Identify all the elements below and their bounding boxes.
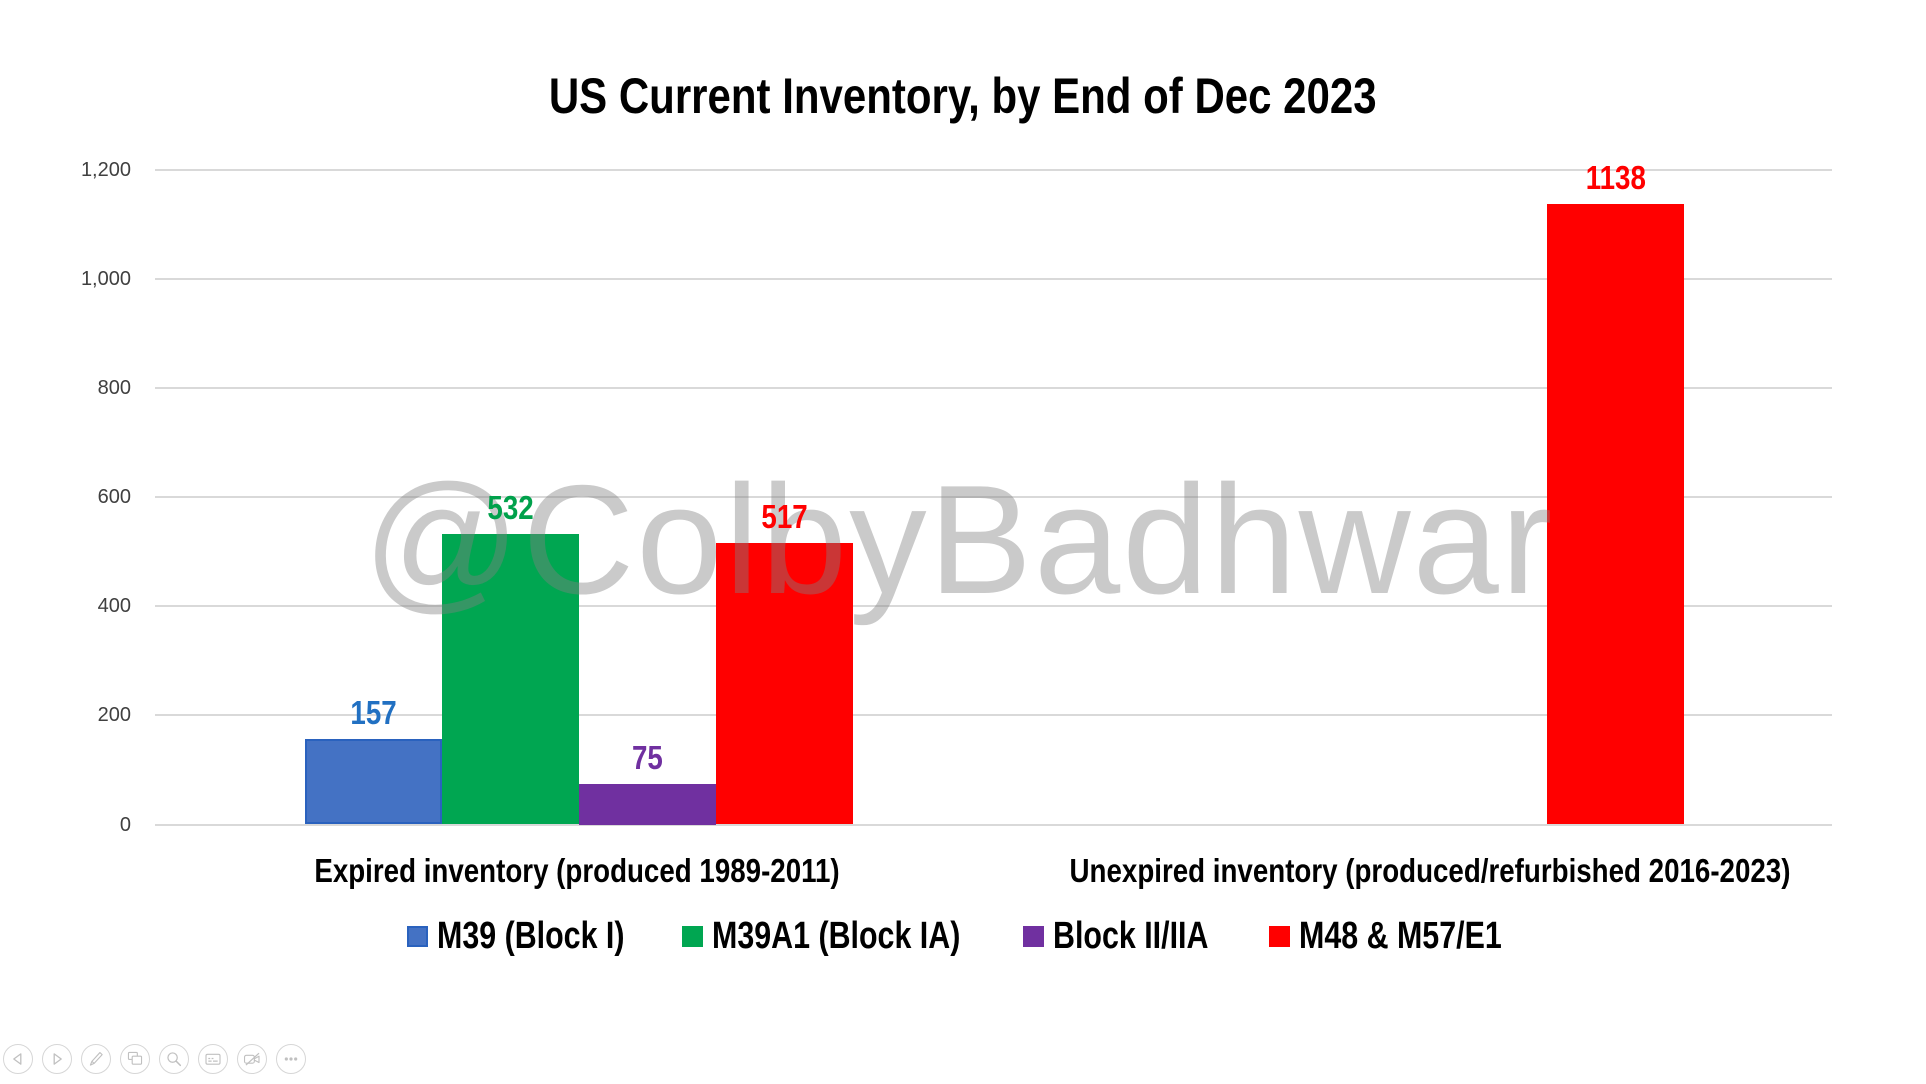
value-label-text: 532 xyxy=(487,489,534,527)
legend-item-m39a1-block-ia-: M39A1 (Block IA) xyxy=(682,916,1022,956)
value-label-532: 532 xyxy=(442,490,579,526)
previous-slide-button[interactable] xyxy=(3,1044,33,1074)
gridline-200 xyxy=(155,714,1832,717)
y-axis-tick-label-0: 0 xyxy=(119,813,131,836)
y-axis-tick-label-800: 800 xyxy=(97,377,131,400)
legend-label-text: Block II/IIA xyxy=(1053,915,1209,957)
gridline-600 xyxy=(155,496,1832,499)
category-label-text: Unexpired inventory (produced/refurbishe… xyxy=(1069,852,1791,889)
camera-off-button[interactable] xyxy=(237,1044,267,1074)
category-label-2: Unexpired inventory (produced/refurbishe… xyxy=(1001,852,1859,890)
value-label-157: 157 xyxy=(305,693,442,731)
value-label-text: 1138 xyxy=(1585,158,1646,196)
legend-label-text: M39A1 (Block IA) xyxy=(712,915,961,957)
see-all-slides-icon xyxy=(127,1051,143,1065)
legend-swatch xyxy=(1023,925,1044,947)
value-label-517: 517 xyxy=(716,497,853,535)
pen-icon xyxy=(89,1052,103,1066)
bar-block-ii-iia-cat1 xyxy=(579,783,716,825)
pen-button[interactable] xyxy=(81,1044,111,1074)
legend-item-m39-block-i-: M39 (Block I) xyxy=(407,916,671,956)
bar-m48-m57-e1-cat2 xyxy=(1547,203,1684,825)
bar-m48-m57-e1-cat1 xyxy=(716,542,853,825)
y-axis-tick-label-600: 600 xyxy=(97,486,131,509)
more-options-button[interactable] xyxy=(276,1044,306,1074)
gridline-0 xyxy=(155,823,1832,826)
bar-m39-block-i--cat1 xyxy=(305,738,442,825)
chart-title-text: US Current Inventory, by End of Dec 2023 xyxy=(549,68,1377,124)
gridline-800 xyxy=(155,387,1832,390)
captions-button[interactable] xyxy=(198,1044,228,1074)
y-axis-tick-label-1000: 1,000 xyxy=(80,268,131,291)
previous-slide-icon xyxy=(13,1053,22,1065)
value-label-75: 75 xyxy=(579,738,716,776)
y-axis-tick-label-1200: 1,200 xyxy=(80,159,131,181)
next-slide-icon xyxy=(53,1053,62,1065)
bar-m39a1-block-ia--cat1 xyxy=(442,534,579,825)
value-label-text: 157 xyxy=(350,693,397,731)
camera-off-icon xyxy=(243,1052,260,1066)
legend-swatch xyxy=(407,925,428,947)
next-slide-button[interactable] xyxy=(42,1044,72,1074)
gridline-1200 xyxy=(155,169,1832,171)
legend-label: M39 (Block I) xyxy=(437,916,671,956)
legend-item-block-ii-iia: Block II/IIA xyxy=(1023,916,1247,956)
captions-icon xyxy=(205,1053,221,1065)
y-axis-tick-label-200: 200 xyxy=(97,704,131,727)
legend-swatch xyxy=(1269,925,1290,947)
value-label-1138: 1138 xyxy=(1547,158,1684,196)
legend-swatch xyxy=(682,925,703,947)
zoom-icon xyxy=(167,1052,182,1067)
chart-title: US Current Inventory, by End of Dec 2023 xyxy=(0,68,1926,124)
gridline-400 xyxy=(155,605,1832,608)
more-options-icon xyxy=(284,1057,298,1061)
y-axis-tick-label-400: 400 xyxy=(97,595,131,618)
category-label-text: Expired inventory (produced 1989-2011) xyxy=(314,852,840,889)
value-label-text: 517 xyxy=(761,497,808,535)
legend-label-text: M39 (Block I) xyxy=(437,915,625,957)
legend-item-m48-m57-e1: M48 & M57/E1 xyxy=(1269,916,1552,956)
legend-label: M39A1 (Block IA) xyxy=(712,916,1022,956)
category-label-1: Expired inventory (produced 1989-2011) xyxy=(264,852,889,890)
value-label-text: 75 xyxy=(632,738,663,776)
see-all-slides-button[interactable] xyxy=(120,1044,150,1074)
gridline-1000 xyxy=(155,278,1832,281)
legend-label-text: M48 & M57/E1 xyxy=(1299,915,1502,957)
legend-label: M48 & M57/E1 xyxy=(1299,916,1552,956)
zoom-button[interactable] xyxy=(159,1044,189,1074)
legend-label: Block II/IIA xyxy=(1053,916,1247,956)
